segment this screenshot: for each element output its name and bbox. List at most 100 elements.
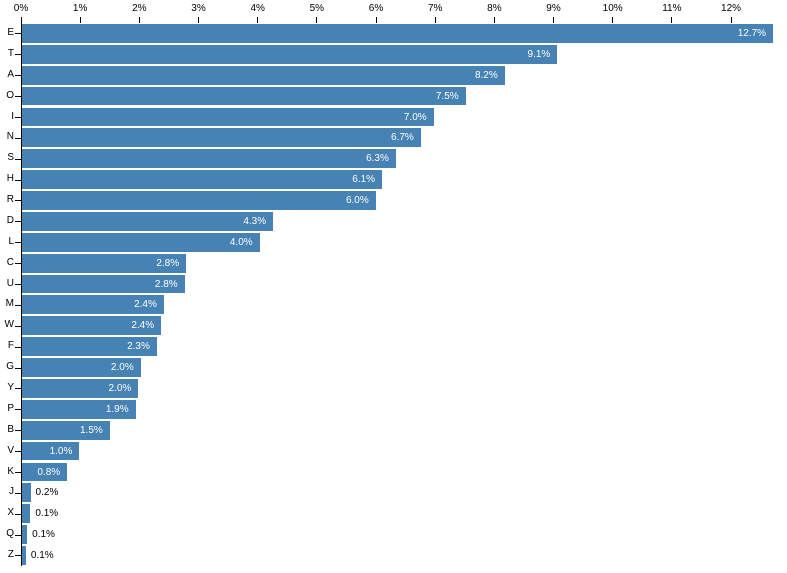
- x-axis-tick-label: 8%: [487, 3, 502, 14]
- bar-value-label: 2.4%: [134, 299, 157, 311]
- x-axis-tick-label: 0%: [13, 3, 29, 14]
- y-axis-tick-label: M: [5, 298, 14, 310]
- y-axis-domain-line: [20, 17, 22, 566]
- bar-value-label: 0.1%: [30, 550, 54, 562]
- x-axis-tick-mark: [493, 17, 495, 23]
- y-axis-tick-mark: [14, 242, 21, 243]
- y-axis-tick-label: H: [6, 173, 14, 185]
- bar-value-label: 2.8%: [154, 278, 178, 290]
- y-axis-tick-mark: [14, 54, 21, 55]
- bar-d: [21, 211, 274, 231]
- x-axis-tick-mark: [316, 17, 318, 23]
- y-axis-tick-mark: [14, 514, 21, 515]
- y-axis-tick-label: F: [7, 340, 14, 352]
- y-axis-tick-label: R: [6, 194, 14, 206]
- bar-value-label: 6.0%: [345, 195, 369, 207]
- x-axis-tick-mark: [434, 17, 436, 23]
- bar-u: [21, 274, 185, 294]
- bar-value-label: 6.3%: [366, 153, 389, 165]
- y-axis-tick-mark: [14, 200, 21, 201]
- bar-m: [21, 295, 164, 315]
- bar-o: [21, 86, 466, 106]
- y-axis-tick-mark: [14, 75, 21, 76]
- bar-p: [21, 399, 136, 419]
- y-axis-tick-label: B: [7, 423, 14, 435]
- bar-value-label: 4.0%: [229, 236, 253, 248]
- x-axis-tick-label: 12%: [721, 3, 742, 14]
- bar-value-label: 2.3%: [127, 341, 150, 353]
- x-axis-tick-mark: [198, 17, 199, 23]
- bar-z: [21, 546, 26, 565]
- bar-s: [21, 149, 396, 169]
- y-axis-tick-label: X: [7, 507, 14, 519]
- x-axis-tick-mark: [375, 17, 377, 23]
- y-axis-tick-label: O: [6, 89, 14, 101]
- y-axis-tick-mark: [14, 96, 21, 97]
- bar-value-label: 0.1%: [32, 529, 55, 541]
- y-axis-tick-mark: [14, 388, 21, 389]
- x-axis-tick-label: 3%: [191, 3, 206, 14]
- bar-w: [21, 316, 162, 336]
- bar-value-label: 1.0%: [49, 445, 73, 457]
- bar-c: [21, 253, 187, 273]
- y-axis-tick-label: N: [6, 131, 14, 143]
- y-axis-tick-mark: [14, 33, 21, 34]
- y-axis-tick-label: G: [6, 361, 14, 373]
- y-axis-tick-label: Z: [7, 549, 14, 561]
- y-axis-tick-mark: [14, 409, 21, 410]
- bar-value-label: 0.2%: [35, 487, 59, 499]
- y-axis-tick-mark: [14, 263, 21, 264]
- y-axis-tick-mark: [14, 430, 21, 431]
- y-axis-tick-label: K: [7, 465, 14, 477]
- bar-b: [21, 420, 110, 440]
- y-axis-tick-mark: [14, 535, 21, 536]
- bar-value-label: 2.0%: [110, 362, 134, 374]
- x-axis-tick-mark: [79, 17, 81, 23]
- bar-x: [21, 504, 31, 524]
- y-axis-tick-mark: [14, 368, 21, 369]
- y-axis-tick-mark: [14, 180, 21, 181]
- y-axis-tick-mark: [14, 451, 21, 452]
- bar-value-label: 12.7%: [737, 28, 767, 40]
- x-axis-tick-mark: [553, 17, 555, 23]
- x-axis-tick-label: 6%: [368, 3, 384, 14]
- y-axis-tick-mark: [14, 284, 21, 285]
- y-axis-tick-label: S: [7, 152, 14, 164]
- y-axis-tick-label: A: [7, 68, 14, 80]
- y-axis-tick-mark: [14, 555, 21, 556]
- y-axis-tick-label: V: [7, 444, 14, 456]
- x-axis-tick-mark: [671, 17, 673, 23]
- bar-t: [21, 44, 558, 64]
- bar-j: [21, 483, 31, 503]
- y-axis-tick-mark: [14, 472, 21, 473]
- x-axis-tick-label: 10%: [602, 3, 623, 14]
- y-axis-tick-mark: [14, 326, 21, 327]
- bar-value-label: 1.5%: [79, 424, 103, 436]
- y-axis-tick-label: W: [4, 319, 14, 331]
- y-axis-tick-label: J: [9, 486, 14, 498]
- x-axis-tick-label: 11%: [662, 3, 682, 14]
- bar-h: [21, 170, 383, 189]
- y-axis-tick-mark: [14, 138, 21, 139]
- bar-e: [21, 24, 774, 43]
- y-axis-tick-label: Q: [6, 528, 14, 540]
- x-axis-tick-mark: [138, 17, 140, 23]
- bar-value-label: 6.7%: [391, 132, 414, 144]
- x-axis-tick-label: 5%: [309, 3, 325, 14]
- y-axis-tick-label: P: [7, 402, 14, 414]
- bar-value-label: 7.0%: [403, 111, 427, 123]
- bar-value-label: 8.2%: [474, 69, 498, 81]
- y-axis-tick-label: D: [6, 214, 14, 226]
- bar-y: [21, 379, 139, 398]
- bar-value-label: 0.1%: [35, 508, 59, 520]
- y-axis-tick-label: U: [6, 277, 14, 289]
- y-axis-tick-mark: [14, 493, 21, 494]
- y-axis-tick-label: I: [11, 110, 14, 122]
- bar-k: [21, 462, 68, 482]
- y-axis-tick-label: E: [7, 27, 14, 39]
- y-axis-tick-label: C: [6, 256, 14, 268]
- x-axis-tick-mark: [257, 17, 259, 23]
- y-axis-tick-mark: [14, 347, 21, 348]
- bar-f: [21, 337, 157, 357]
